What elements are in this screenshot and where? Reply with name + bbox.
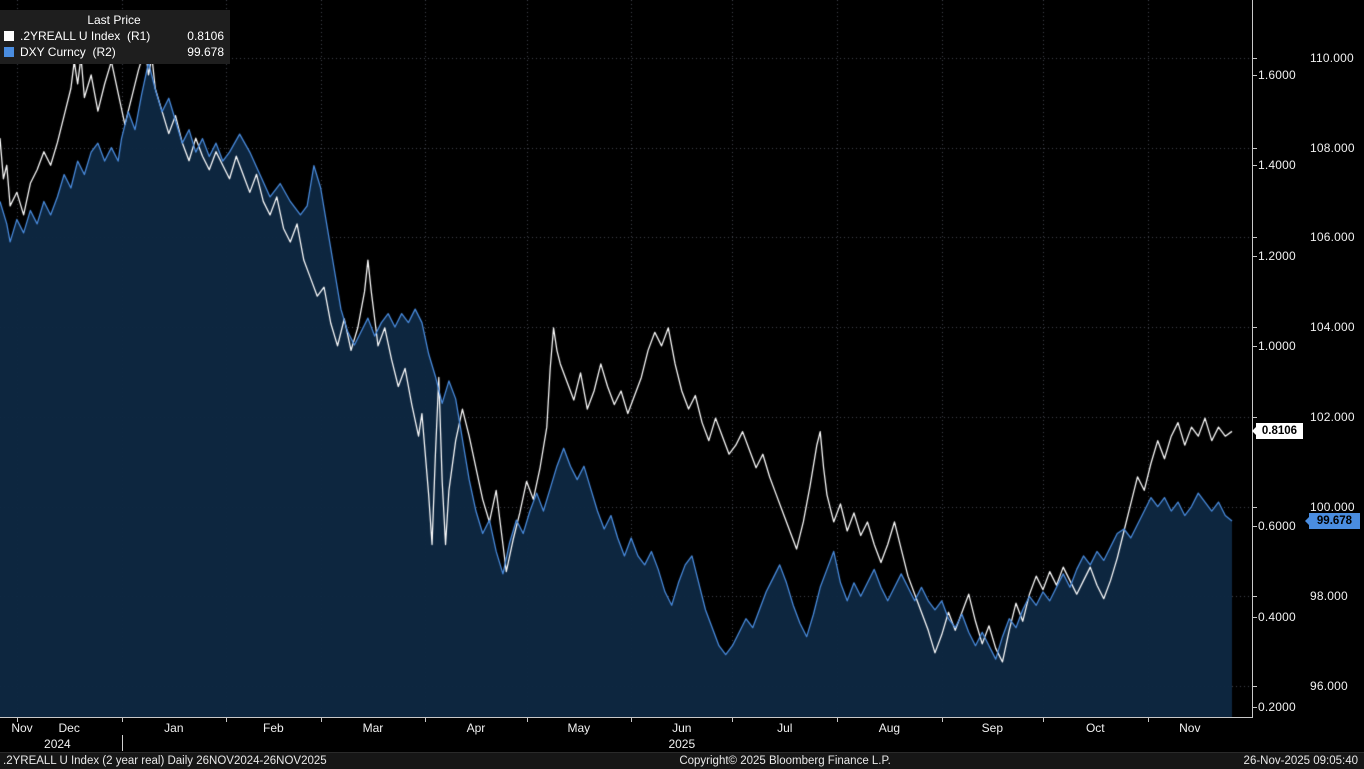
x-month-label: Nov: [11, 721, 33, 735]
x-month-label: Apr: [466, 721, 486, 735]
r1-tick-label: 1.2000: [1258, 248, 1296, 263]
x-month-label: Jul: [777, 721, 793, 735]
x-tick-mark: [732, 718, 733, 722]
x-tick-mark: [527, 718, 528, 722]
r1-tick-label: 1.4000: [1258, 158, 1296, 173]
r1-tick-label: 0.6000: [1258, 519, 1296, 534]
legend-rows: .2YREALL U Index (R1) 0.8106 DXY Curncy (R…: [4, 28, 224, 60]
legend-series-name: .2YREALL U Index (R1): [20, 29, 151, 43]
r2-tick-mark: [1253, 507, 1257, 508]
x-month-label: Oct: [1085, 721, 1105, 735]
legend-item-dxy[interactable]: DXY Curncy (R2) 99.678: [4, 44, 224, 60]
x-tick-mark: [17, 718, 18, 722]
badge-pointer-icon: [1252, 427, 1256, 436]
r2-tick-label: 106.000: [1310, 230, 1355, 245]
x-tick-mark: [631, 718, 632, 722]
r2-tick-mark: [1253, 686, 1257, 687]
x-month-label: Feb: [263, 721, 284, 735]
footer-series-info: .2YREALL U Index (2 year real) Daily 26N…: [3, 755, 327, 767]
right-axis-line: [1252, 0, 1253, 718]
r2-tick-mark: [1253, 58, 1257, 59]
x-month-label: May: [567, 721, 591, 735]
r2-tick-mark: [1253, 417, 1257, 418]
x-tick-mark: [321, 718, 322, 722]
r1-tick-mark: [1253, 617, 1257, 618]
x-year-label: 2024: [44, 737, 71, 751]
series-swatch-icon: [4, 31, 14, 41]
legend-series-name: DXY Curncy (R2): [20, 45, 116, 59]
legend-series-last-price: 0.8106: [187, 29, 224, 43]
last-price-badge-r1: 0.8106: [1252, 423, 1303, 440]
legend: Last Price .2YREALL U Index (R1) 0.8106 DX…: [0, 10, 230, 64]
badge-pointer-icon: [1305, 517, 1309, 525]
r1-tick-mark: [1253, 256, 1257, 257]
r2-tick-label: 108.000: [1310, 140, 1355, 155]
r2-tick-label: 100.000: [1310, 499, 1355, 514]
bottom-axis-line: [0, 717, 1253, 718]
x-tick-mark: [425, 718, 426, 722]
r2-tick-label: 96.000: [1310, 679, 1348, 694]
year-divider-line: [122, 735, 123, 751]
x-month-label: Aug: [878, 721, 901, 735]
r2-tick-label: 98.000: [1310, 589, 1348, 604]
r1-tick-mark: [1253, 346, 1257, 347]
last-price-badge-r2: 99.678: [1305, 513, 1360, 529]
x-tick-mark: [1043, 718, 1044, 722]
r2-tick-mark: [1253, 596, 1257, 597]
r2-tick-label: 102.000: [1310, 409, 1355, 424]
x-tick-mark: [122, 718, 123, 722]
x-month-label: Jan: [164, 721, 184, 735]
footer-bar: .2YREALL U Index (2 year real) Daily 26N…: [0, 752, 1364, 769]
price-chart-plot[interactable]: [0, 0, 1253, 717]
r1-tick-mark: [1253, 165, 1257, 166]
r2-tick-label: 110.000: [1310, 50, 1354, 65]
x-year-label: 2025: [668, 737, 696, 751]
x-month-label: Jun: [672, 721, 692, 735]
legend-series-last-price: 99.678: [187, 45, 224, 59]
legend-title: Last Price: [87, 13, 141, 27]
legend-item-2yreall[interactable]: .2YREALL U Index (R1) 0.8106: [4, 28, 224, 44]
r2-tick-label: 104.000: [1310, 320, 1355, 335]
x-month-label: Mar: [362, 721, 384, 735]
r2-tick-mark: [1253, 148, 1257, 149]
series-swatch-icon: [4, 47, 14, 57]
r1-tick-label: 0.2000: [1258, 700, 1296, 715]
r1-tick-label: 1.0000: [1258, 338, 1296, 353]
r1-tick-mark: [1253, 526, 1257, 527]
r1-tick-label: 1.6000: [1258, 67, 1296, 82]
x-tick-mark: [837, 718, 838, 722]
r1-tick-mark: [1253, 75, 1257, 76]
x-tick-mark: [226, 718, 227, 722]
footer-copyright: Copyright© 2025 Bloomberg Finance L.P.: [679, 755, 891, 767]
x-month-label: Sep: [981, 721, 1004, 735]
r1-tick-mark: [1253, 707, 1257, 708]
r2-tick-mark: [1253, 237, 1257, 238]
r1-tick-label: 0.4000: [1258, 609, 1296, 624]
x-month-label: Dec: [58, 721, 80, 735]
x-month-label: Nov: [1179, 721, 1201, 735]
x-tick-mark: [942, 718, 943, 722]
r2-tick-mark: [1253, 327, 1257, 328]
footer-timestamp: 26-Nov-2025 09:05:40: [1243, 755, 1358, 767]
x-tick-mark: [1148, 718, 1149, 722]
